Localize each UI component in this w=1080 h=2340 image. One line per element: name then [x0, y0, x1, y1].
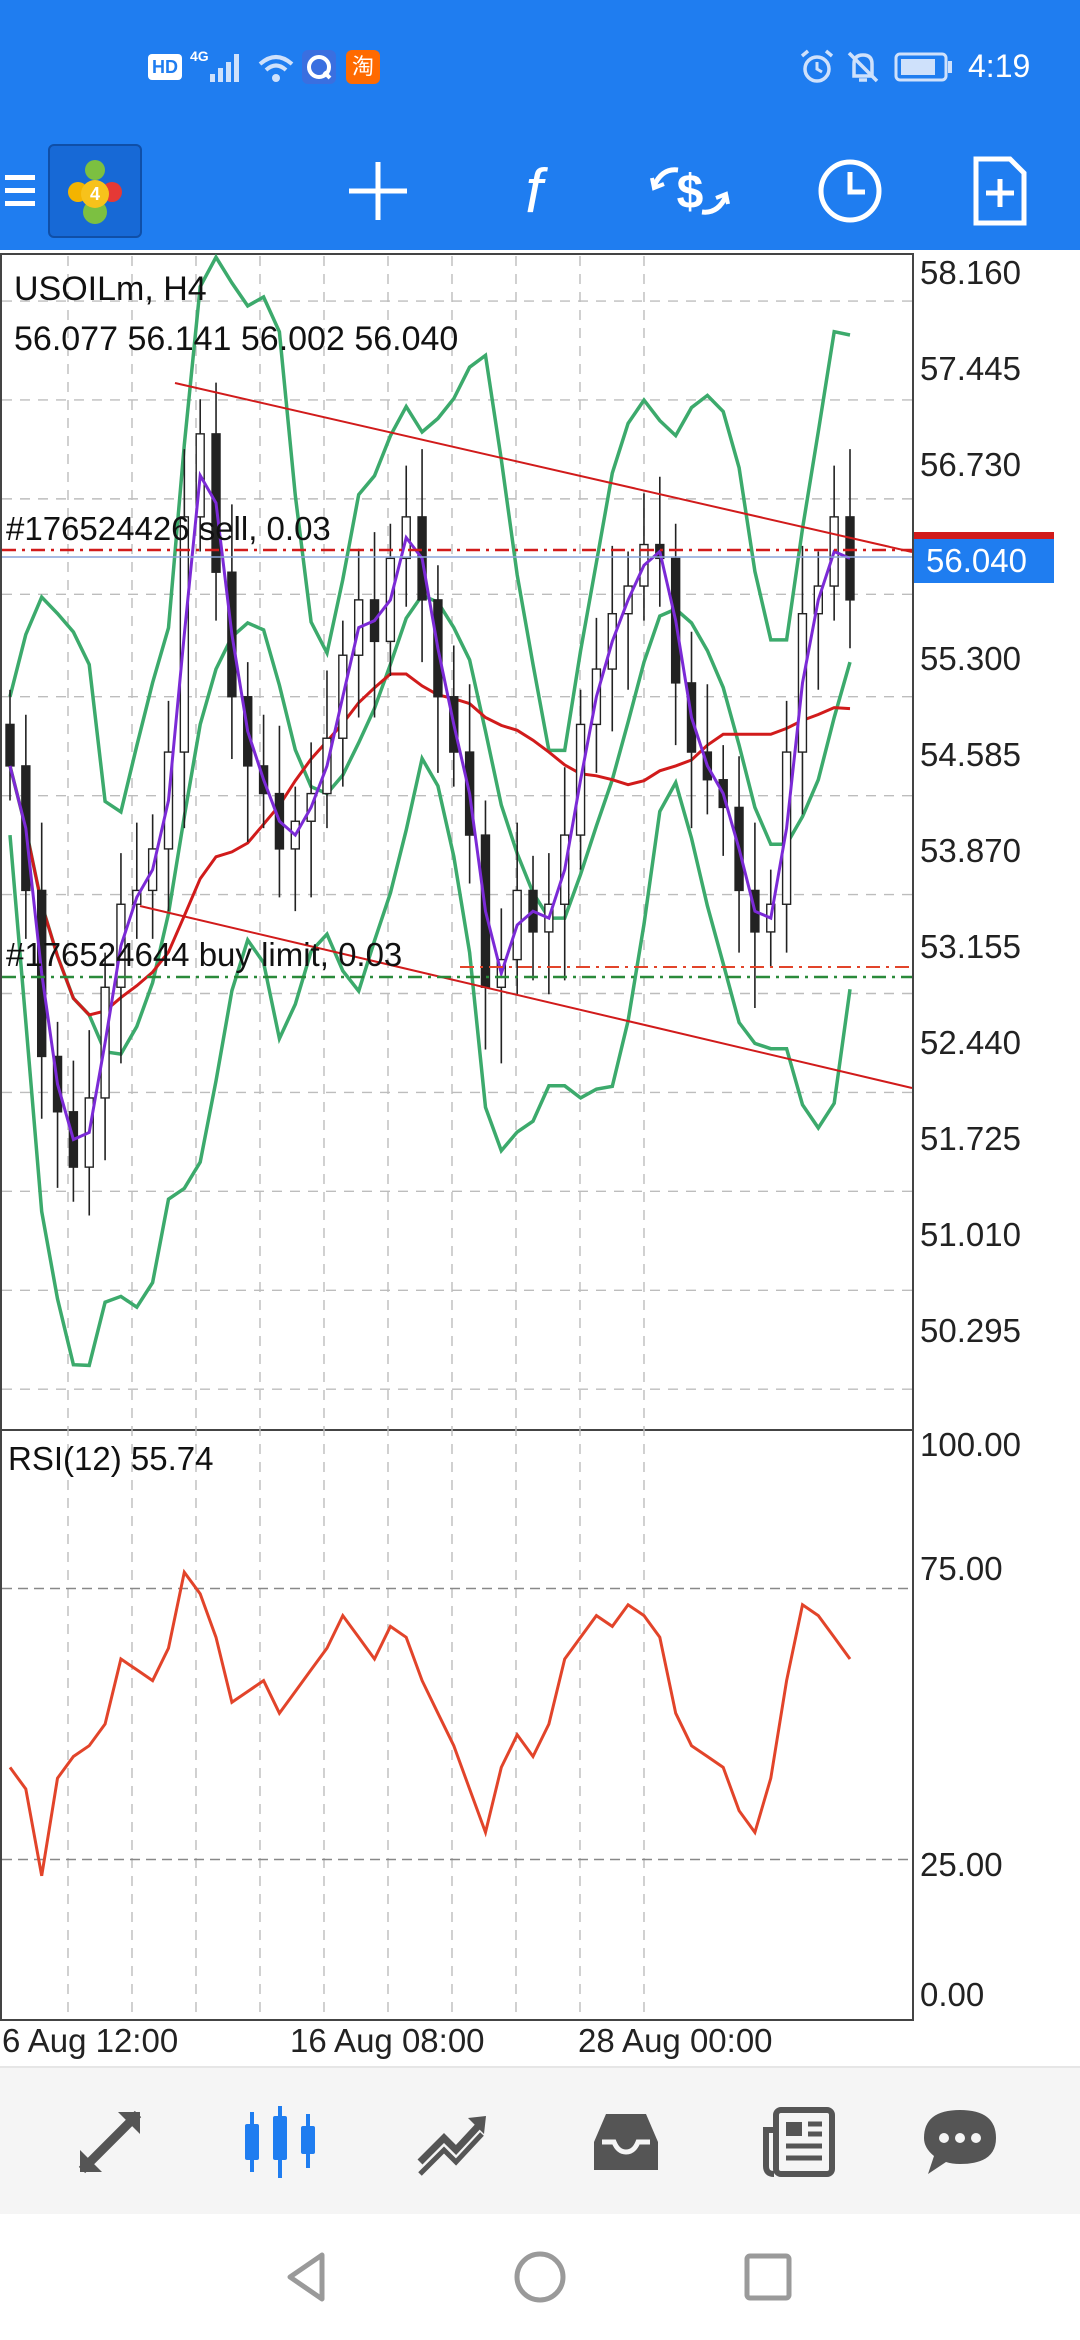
recents-button[interactable] — [708, 2214, 828, 2340]
trend-channel — [139, 382, 913, 1089]
svg-text:f: f — [525, 157, 548, 226]
symbol-label: USOILm, H4 — [14, 270, 207, 308]
network-type: 4G — [190, 48, 209, 64]
order-sell-label[interactable]: #176524426 sell, 0.03 — [6, 510, 331, 547]
svg-text:4: 4 — [90, 184, 100, 204]
rsi-tick: 75.00 — [920, 1550, 1003, 1587]
app-q-icon — [302, 50, 336, 84]
chart-area[interactable]: USOILm, H4 56.077 56.141 56.002 56.040 #… — [0, 250, 1080, 2066]
main-chart-frame — [0, 253, 914, 1431]
current-price-tag: 56.040 — [914, 532, 1054, 583]
rsi-axis: 100.00 75.00 25.00 0.00 — [920, 1426, 1021, 2013]
ohlc-label: 56.077 56.141 56.002 56.040 — [14, 320, 458, 358]
price-tick: 52.440 — [920, 1024, 1021, 1061]
nav-chat[interactable] — [870, 2068, 1050, 2216]
system-nav — [0, 2214, 1080, 2340]
trade-icon — [417, 2116, 486, 2176]
channel-lower — [139, 905, 913, 1089]
status-time: 4:19 — [968, 48, 1031, 84]
trade-icon: $ — [650, 166, 730, 219]
rsi-tick: 100.00 — [920, 1426, 1021, 1463]
current-price: 56.040 — [926, 542, 1027, 579]
rsi-line — [8, 1568, 852, 1877]
time-tick: 16 Aug 08:00 — [290, 2022, 485, 2059]
price-tick: 58.160 — [920, 254, 1021, 291]
fast-ma-line — [8, 470, 851, 1142]
taobao-icon: 淘 — [346, 50, 380, 84]
rsi-frame — [0, 1429, 914, 2021]
home-icon — [514, 2251, 566, 2303]
battery-icon — [894, 52, 954, 87]
new-order-button[interactable] — [950, 132, 1050, 250]
chart-canvas[interactable]: USOILm, H4 56.077 56.141 56.002 56.040 #… — [0, 250, 1080, 2066]
quotes-icon — [78, 2110, 142, 2174]
mt4-logo[interactable]: 4 — [48, 132, 142, 250]
history-icon — [594, 2114, 658, 2170]
bollinger-lower — [8, 753, 852, 1368]
candle-body — [5, 723, 15, 767]
timeframe-icon — [818, 159, 882, 223]
back-icon — [287, 2252, 325, 2302]
bollinger-upper — [8, 253, 851, 815]
trade-button[interactable]: $ — [640, 132, 740, 250]
chart-icon — [245, 2106, 315, 2178]
rsi-tick: 25.00 — [920, 1846, 1003, 1883]
svg-text:$: $ — [677, 166, 704, 219]
crosshair-button[interactable] — [330, 132, 426, 250]
order-lines — [2, 548, 912, 979]
top-toolbar: 4 f $ — [0, 132, 1080, 250]
mute-icon — [844, 48, 882, 91]
indicators-icon: f — [525, 157, 548, 226]
price-tick: 56.730 — [920, 446, 1021, 483]
nav-trade[interactable] — [362, 2068, 542, 2216]
price-tick: 51.010 — [920, 1216, 1021, 1253]
home-button[interactable] — [480, 2214, 600, 2340]
crosshair-icon — [349, 162, 407, 220]
price-tick: 55.300 — [920, 640, 1021, 677]
new-order-icon — [973, 156, 1027, 226]
moving-average-fast — [8, 470, 851, 1142]
moving-average-slow — [8, 672, 851, 1017]
signal-icon — [208, 50, 246, 89]
channel-upper — [174, 382, 913, 553]
nav-chart[interactable] — [190, 2068, 370, 2216]
network-badge: HD — [152, 57, 178, 77]
wifi-icon — [256, 52, 296, 89]
recents-icon — [744, 2253, 792, 2301]
news-icon — [763, 2107, 835, 2177]
menu-icon — [5, 175, 35, 206]
time-tick: 6 Aug 12:00 — [2, 2022, 178, 2059]
timeframe-button[interactable] — [800, 132, 900, 250]
time-axis: 6 Aug 12:00 16 Aug 08:00 28 Aug 00:00 — [2, 2022, 773, 2059]
nav-quotes[interactable] — [20, 2068, 200, 2216]
order-buy-label[interactable]: #176524644 buy limit, 0.03 — [6, 936, 402, 973]
rsi-indicator — [2, 1568, 912, 1877]
price-tick: 53.870 — [920, 832, 1021, 869]
nav-news[interactable] — [710, 2068, 890, 2216]
rsi-tick: 0.00 — [920, 1976, 984, 2013]
price-tick: 57.445 — [920, 350, 1021, 387]
price-tick: 51.725 — [920, 1120, 1021, 1157]
hd-icon: HD — [148, 54, 182, 80]
price-tick: 54.585 — [920, 736, 1021, 773]
nav-history[interactable] — [536, 2068, 716, 2216]
bottom-nav — [0, 2066, 1080, 2216]
rsi-label: RSI(12) 55.74 — [8, 1440, 213, 1477]
status-bar: HD 4G 淘 4:19 — [0, 0, 1080, 132]
alarm-icon — [798, 48, 836, 91]
price-tick: 50.295 — [920, 1312, 1021, 1349]
slow-ma-line — [8, 672, 851, 1017]
indicators-button[interactable]: f — [486, 132, 582, 250]
price-axis: 58.160 57.445 56.730 55.300 54.585 53.87… — [920, 254, 1021, 1349]
price-tick: 53.155 — [920, 928, 1021, 965]
back-button[interactable] — [248, 2214, 368, 2340]
time-tick: 28 Aug 00:00 — [578, 2022, 773, 2059]
chat-icon — [924, 2110, 996, 2174]
menu-button[interactable] — [0, 132, 40, 250]
